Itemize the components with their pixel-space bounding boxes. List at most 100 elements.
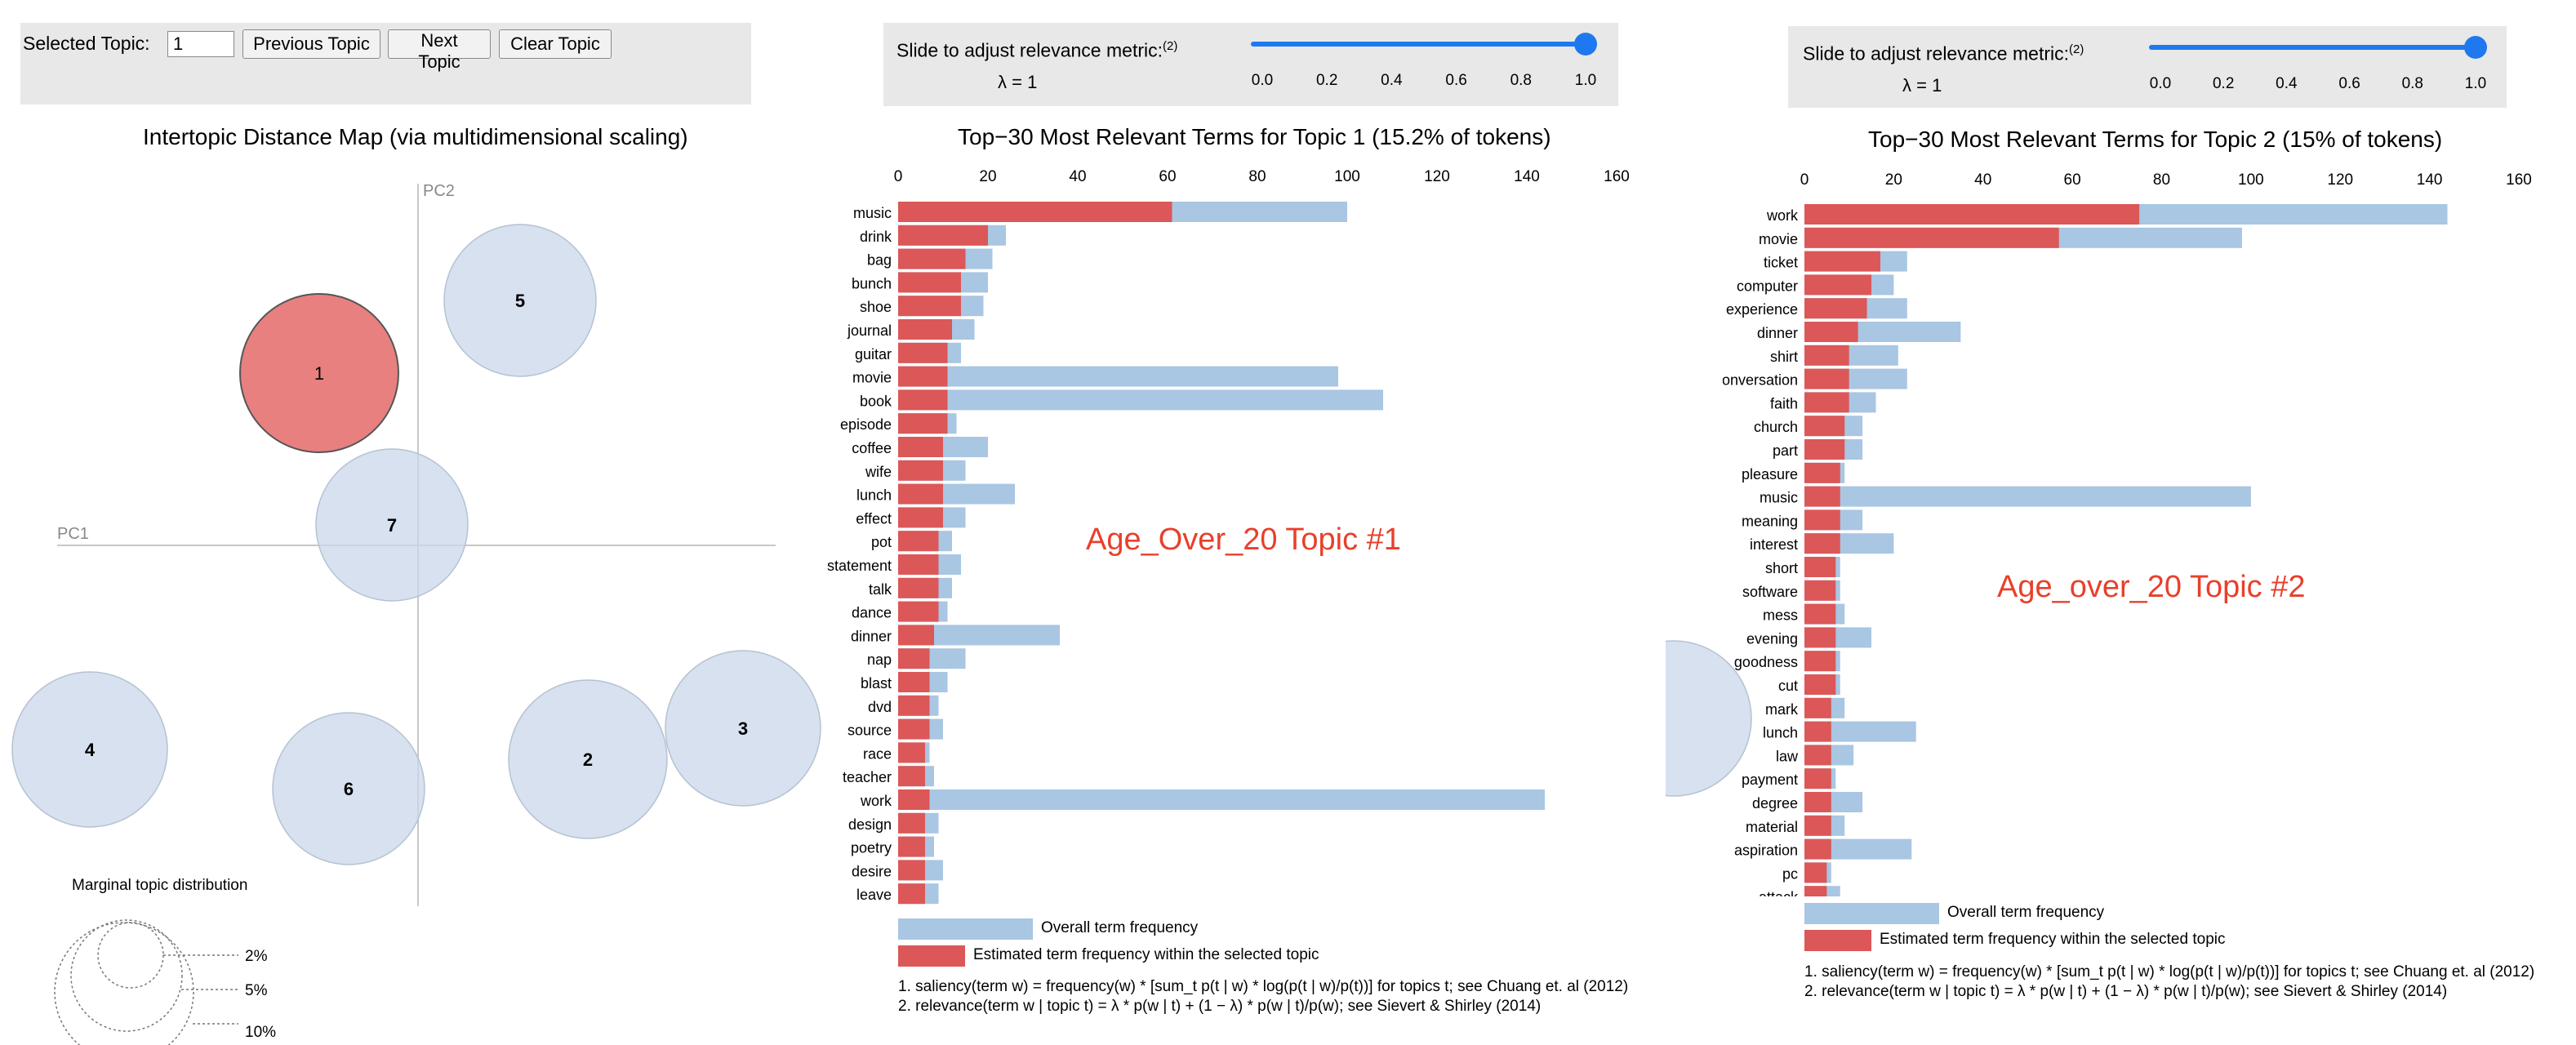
clear-topic-button[interactable]: Clear Topic	[499, 29, 612, 59]
term-label[interactable]: dvd	[868, 699, 892, 715]
term-label[interactable]: mess	[1763, 607, 1798, 624]
topic-frequency-bar[interactable]	[898, 460, 943, 481]
term-label[interactable]: shirt	[1770, 349, 1798, 365]
topic-frequency-bar[interactable]	[1804, 509, 1840, 531]
topic-frequency-bar[interactable]	[1804, 416, 1845, 437]
term-label[interactable]: conversation	[1723, 372, 1798, 389]
topic-bubble-2[interactable]: 2	[508, 679, 668, 839]
term-label[interactable]: pot	[871, 534, 892, 550]
topic-frequency-bar[interactable]	[898, 413, 948, 434]
term-label[interactable]: pc	[1782, 865, 1798, 882]
next-topic-button[interactable]: Next Topic	[388, 29, 491, 72]
term-label[interactable]: part	[1773, 442, 1798, 459]
topic-frequency-bar[interactable]	[898, 718, 930, 740]
topic-frequency-bar[interactable]	[1804, 768, 1831, 789]
term-label[interactable]: payment	[1742, 772, 1798, 788]
previous-topic-button[interactable]: Previous Topic	[242, 29, 380, 59]
topic-frequency-bar[interactable]	[1804, 627, 1836, 648]
topic-frequency-bar[interactable]	[898, 554, 939, 575]
term-label[interactable]: effect	[856, 510, 892, 527]
topic-frequency-bar[interactable]	[1804, 603, 1836, 625]
term-label[interactable]: talk	[869, 581, 892, 598]
topic-frequency-bar[interactable]	[898, 319, 952, 340]
term-label[interactable]: evening	[1746, 630, 1798, 647]
topic-frequency-bar[interactable]	[1804, 557, 1836, 577]
topic-frequency-bar[interactable]	[1804, 298, 1867, 319]
term-label[interactable]: bag	[867, 252, 892, 269]
term-label[interactable]: law	[1776, 748, 1799, 764]
term-label[interactable]: wife	[865, 464, 892, 480]
topic-frequency-bar[interactable]	[898, 860, 925, 881]
topic-frequency-bar[interactable]	[1804, 721, 1831, 742]
term-label[interactable]: poetry	[851, 840, 892, 856]
topic-frequency-bar[interactable]	[898, 812, 925, 834]
term-label[interactable]: blast	[861, 675, 892, 691]
topic-frequency-bar[interactable]	[1804, 368, 1849, 389]
topic-frequency-bar[interactable]	[1804, 392, 1849, 413]
term-label[interactable]: interest	[1750, 536, 1798, 553]
term-label[interactable]: guitar	[855, 346, 892, 362]
topic-frequency-bar[interactable]	[898, 437, 943, 457]
selected-topic-input[interactable]	[167, 31, 234, 57]
term-label[interactable]: attack	[1759, 889, 1799, 896]
term-label[interactable]: movie	[852, 370, 892, 386]
topic-frequency-bar[interactable]	[898, 342, 948, 363]
term-label[interactable]: teacher	[843, 769, 892, 785]
term-label[interactable]: music	[1760, 490, 1798, 506]
term-label[interactable]: mark	[1765, 701, 1799, 718]
topic-bubble-3[interactable]: 3	[665, 650, 821, 807]
term-label[interactable]: episode	[840, 416, 892, 433]
term-label[interactable]: book	[860, 393, 892, 409]
term-label[interactable]: journal	[847, 322, 892, 339]
topic-frequency-bar[interactable]	[1804, 204, 2140, 225]
term-label[interactable]: dinner	[851, 628, 892, 644]
topic-frequency-bar[interactable]	[1804, 674, 1836, 695]
topic-frequency-bar[interactable]	[1804, 815, 1831, 836]
topic-frequency-bar[interactable]	[898, 883, 925, 905]
term-label[interactable]: church	[1754, 419, 1798, 435]
term-label[interactable]: lunch	[856, 487, 892, 504]
term-label[interactable]: source	[848, 723, 892, 739]
topic-frequency-bar[interactable]	[1804, 533, 1840, 554]
term-label[interactable]: leave	[856, 887, 892, 903]
topic-frequency-bar[interactable]	[1804, 862, 1827, 883]
term-label[interactable]: meaning	[1742, 513, 1798, 529]
term-label[interactable]: design	[848, 816, 892, 833]
overall-frequency-bar[interactable]	[898, 789, 1545, 810]
topic-frequency-bar[interactable]	[1804, 838, 1831, 860]
term-label[interactable]: software	[1742, 584, 1798, 600]
term-label[interactable]: pleasure	[1742, 466, 1798, 482]
topic-frequency-bar[interactable]	[1804, 580, 1836, 601]
topic-frequency-bar[interactable]	[898, 531, 939, 552]
topic-frequency-bar[interactable]	[898, 248, 966, 269]
topic-frequency-bar[interactable]	[898, 625, 934, 646]
topic-bubble-5[interactable]: 5	[443, 224, 597, 377]
term-label[interactable]: aspiration	[1734, 843, 1798, 859]
topic-bubble-7[interactable]: 7	[315, 448, 469, 602]
topic-frequency-bar[interactable]	[898, 225, 988, 246]
term-label[interactable]: work	[860, 793, 892, 809]
term-label[interactable]: experience	[1726, 301, 1798, 318]
relevance-slider-1[interactable]	[1251, 28, 1597, 60]
term-label[interactable]: cut	[1778, 678, 1798, 694]
topic-frequency-bar[interactable]	[898, 836, 925, 857]
relevance-slider-thumb-1[interactable]	[1574, 33, 1597, 56]
term-label[interactable]: short	[1765, 560, 1798, 576]
term-label[interactable]: shoe	[860, 299, 892, 315]
topic-frequency-bar[interactable]	[898, 366, 948, 387]
topic-frequency-bar[interactable]	[1804, 462, 1840, 483]
term-label[interactable]: degree	[1752, 795, 1798, 812]
term-label[interactable]: lunch	[1763, 725, 1798, 741]
topic-frequency-bar[interactable]	[898, 202, 1172, 222]
term-label[interactable]: dinner	[1757, 325, 1798, 341]
topic-frequency-bar[interactable]	[1804, 792, 1831, 812]
topic-frequency-bar[interactable]	[1804, 486, 1840, 507]
topic-bubble-4[interactable]: 4	[11, 671, 168, 828]
overall-frequency-bar[interactable]	[898, 389, 1383, 411]
term-label[interactable]: ticket	[1764, 255, 1798, 271]
topic-frequency-bar[interactable]	[1804, 651, 1836, 672]
topic-frequency-bar[interactable]	[898, 296, 961, 317]
term-label[interactable]: faith	[1770, 395, 1798, 411]
term-label[interactable]: race	[863, 745, 892, 762]
term-label[interactable]: work	[1766, 207, 1799, 224]
